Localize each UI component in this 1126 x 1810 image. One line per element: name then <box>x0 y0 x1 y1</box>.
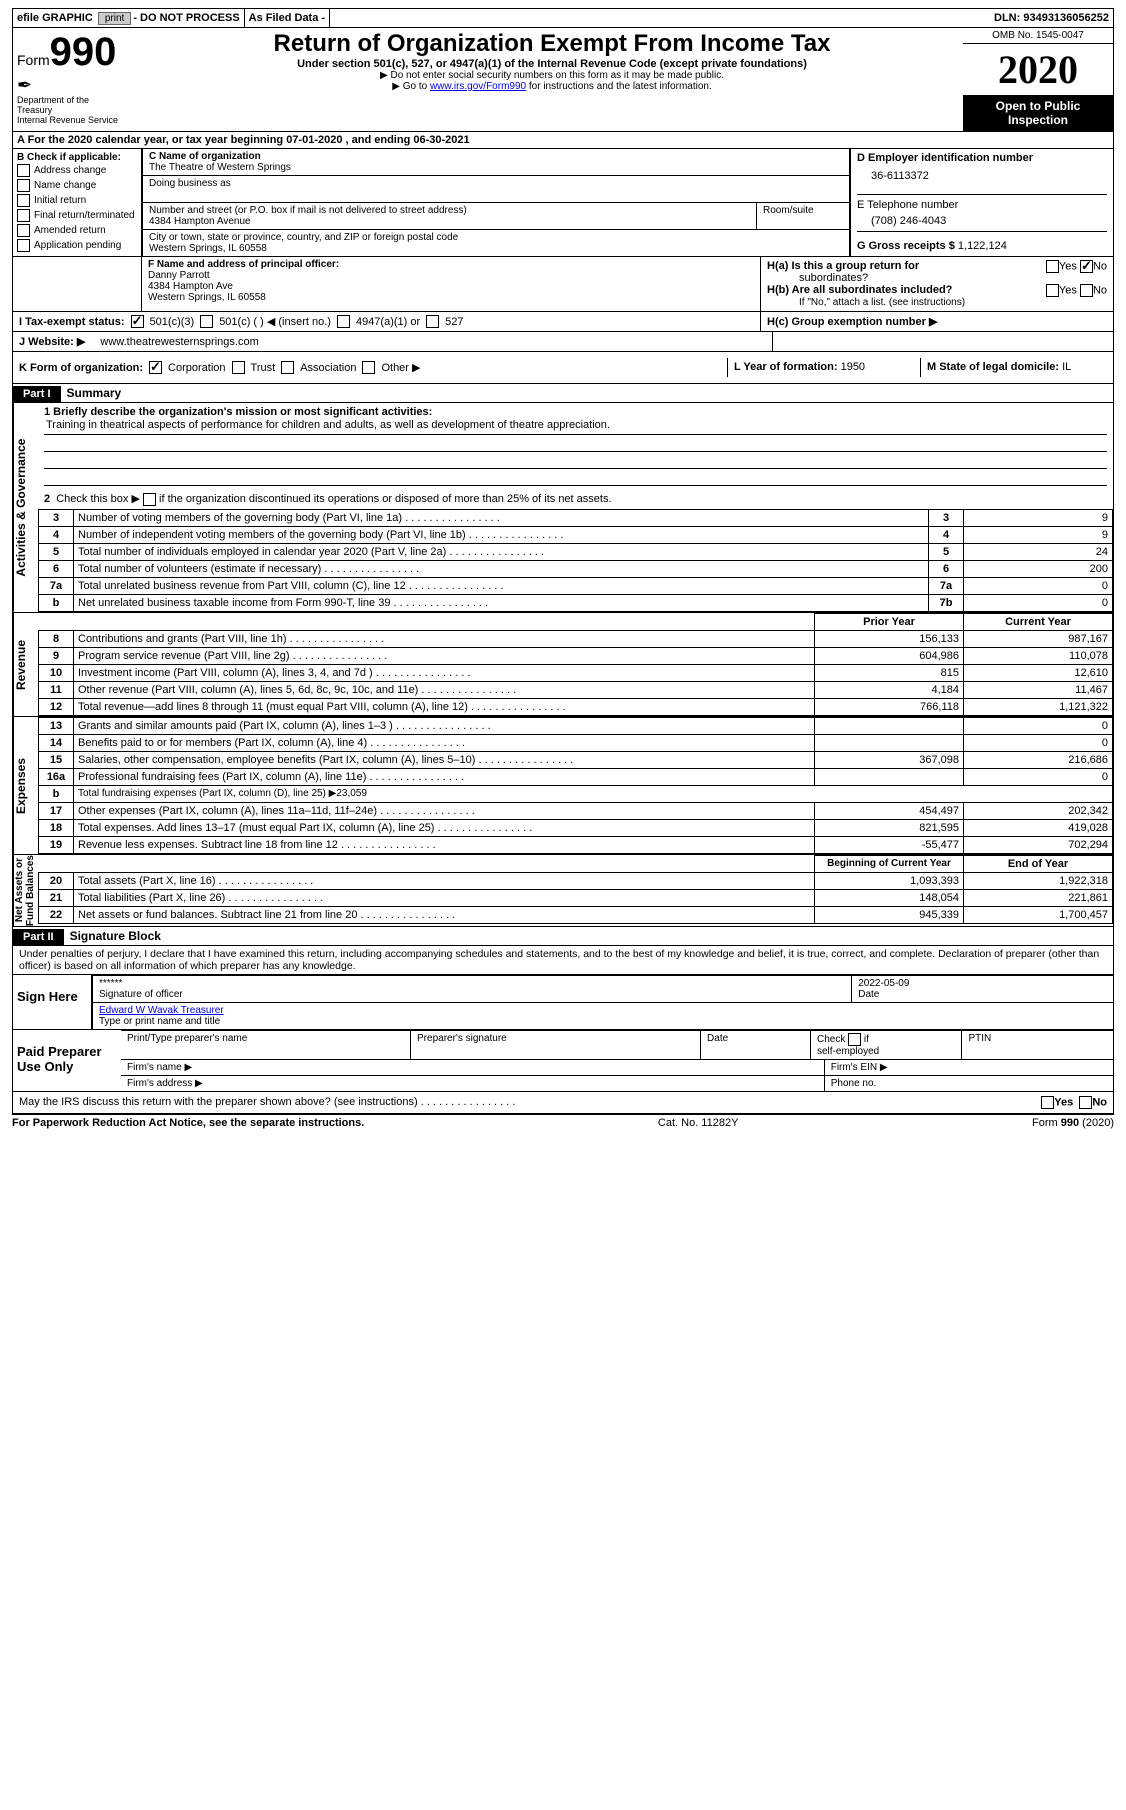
vtab-expenses: Expenses <box>13 717 38 854</box>
chk-hb-no[interactable] <box>1080 284 1093 297</box>
form-title-box: Return of Organization Exempt From Incom… <box>141 28 963 132</box>
page-title: Return of Organization Exempt From Incom… <box>147 30 957 58</box>
balance-table: Beginning of Current YearEnd of Year20To… <box>38 855 1113 924</box>
org-street: 4384 Hampton Avenue <box>149 216 750 227</box>
chk-ha-no[interactable] <box>1080 260 1093 273</box>
year-box: OMB No. 1545-0047 2020 Open to Public In… <box>963 28 1114 132</box>
top-toolbar: efile GRAPHIC print- DO NOT PROCESS As F… <box>12 8 1114 28</box>
asfiled-label: As Filed Data - <box>245 9 330 27</box>
section-i: I Tax-exempt status: 501(c)(3) 501(c) ( … <box>13 312 760 331</box>
chk-discuss-yes[interactable] <box>1041 1096 1054 1109</box>
org-name: The Theatre of Western Springs <box>149 162 843 173</box>
dln: DLN: 93493136056252 <box>990 9 1113 27</box>
chk-527[interactable] <box>426 315 439 328</box>
chk-initial[interactable] <box>17 194 30 207</box>
footer: For Paperwork Reduction Act Notice, see … <box>12 1114 1114 1131</box>
governance-table: 3Number of voting members of the governi… <box>38 509 1113 612</box>
section-m: M State of legal domicile: IL <box>920 358 1113 377</box>
efile-label: efile GRAPHIC print- DO NOT PROCESS <box>13 9 245 27</box>
form990-link[interactable]: www.irs.gov/Form990 <box>430 81 526 92</box>
expenses-table: 13Grants and similar amounts paid (Part … <box>38 717 1113 854</box>
chk-discontinued[interactable] <box>143 493 156 506</box>
section-hc: H(c) Group exemption number ▶ <box>760 312 1113 331</box>
perjury-decl: Under penalties of perjury, I declare th… <box>12 946 1114 974</box>
chk-pending[interactable] <box>17 239 30 252</box>
chk-namechange[interactable] <box>17 179 30 192</box>
chk-assoc[interactable] <box>281 361 294 374</box>
mission-text: Training in theatrical aspects of perfor… <box>44 418 1107 435</box>
section-c: C Name of organization The Theatre of We… <box>142 149 850 256</box>
phone: (708) 246-4043 <box>857 211 1107 227</box>
chk-final[interactable] <box>17 209 30 222</box>
chk-corp[interactable] <box>149 361 162 374</box>
part1-header: Part ISummary <box>12 384 1114 403</box>
section-deg: D Employer identification number 36-6113… <box>850 149 1113 256</box>
section-b: B Check if applicable: Address change Na… <box>13 149 142 256</box>
section-k: K Form of organization: Corporation Trus… <box>13 358 727 377</box>
chk-amended[interactable] <box>17 224 30 237</box>
chk-ha-yes[interactable] <box>1046 260 1059 273</box>
website: www.theatrewesternsprings.com <box>100 336 258 348</box>
chk-4947[interactable] <box>337 315 350 328</box>
chk-address[interactable] <box>17 164 30 177</box>
section-f: F Name and address of principal officer:… <box>142 257 760 311</box>
paid-preparer-label: Paid Preparer Use Only <box>13 1030 121 1091</box>
org-city: Western Springs, IL 60558 <box>149 243 843 254</box>
section-l: L Year of formation: 1950 <box>727 358 920 377</box>
chk-other[interactable] <box>362 361 375 374</box>
section-j: J Website: ▶ www.theatrewesternsprings.c… <box>13 332 772 351</box>
chk-hb-yes[interactable] <box>1046 284 1059 297</box>
vtab-revenue: Revenue <box>13 613 38 716</box>
sign-date: 2022-05-09 <box>858 978 1107 989</box>
gross-receipts: 1,122,124 <box>958 240 1007 252</box>
discuss-row: May the IRS discuss this return with the… <box>12 1092 1114 1114</box>
section-a-taxyear: A For the 2020 calendar year, or tax yea… <box>12 132 1114 149</box>
chk-501c[interactable] <box>200 315 213 328</box>
officer-name-link[interactable]: Edward W Wavak Treasurer <box>99 1005 224 1016</box>
chk-trust[interactable] <box>232 361 245 374</box>
print-button[interactable]: print <box>98 12 131 25</box>
vtab-governance: Activities & Governance <box>13 403 38 612</box>
chk-501c3[interactable] <box>131 315 144 328</box>
ein: 36-6113372 <box>857 164 1107 182</box>
chk-discuss-no[interactable] <box>1079 1096 1092 1109</box>
vtab-netassets: Net Assets orFund Balances <box>13 855 38 926</box>
section-h: H(a) Is this a group return for subordin… <box>760 257 1113 311</box>
chk-selfemp[interactable] <box>848 1033 861 1046</box>
part2-header: Part IISignature Block <box>12 927 1114 946</box>
sign-here-label: Sign Here <box>13 975 91 1029</box>
form-id-box: Form990 ✒ Department of the Treasury Int… <box>12 28 141 132</box>
revenue-table: Prior YearCurrent Year8Contributions and… <box>38 613 1113 716</box>
